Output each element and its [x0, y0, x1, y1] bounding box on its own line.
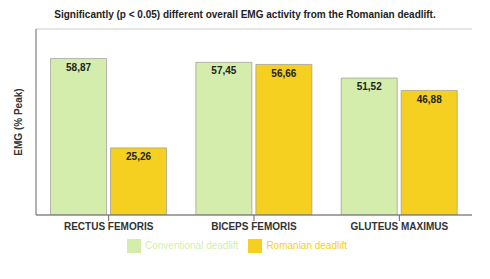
svg-text:56,66: 56,66: [271, 68, 296, 79]
svg-text:RECTUS FEMORIS: RECTUS FEMORIS: [64, 221, 154, 232]
svg-text:46,88: 46,88: [417, 94, 442, 105]
svg-text:57,45: 57,45: [211, 65, 236, 76]
svg-text:GLUTEUS MAXIMUS: GLUTEUS MAXIMUS: [350, 221, 448, 232]
html-text:Romanian deadlift: Romanian deadlift: [266, 239, 347, 251]
svg-text:51,52: 51,52: [357, 81, 382, 92]
svg-text:BICEPS FEMORIS: BICEPS FEMORIS: [211, 221, 297, 232]
html-text:Conventional deadlift: Conventional deadlift: [145, 239, 239, 251]
svg-text:58,87: 58,87: [66, 62, 91, 73]
svg-text:EMG (% Peak): EMG (% Peak): [13, 88, 24, 155]
svg-text:25,26: 25,26: [126, 151, 151, 162]
html-text:Significantly (p < 0.05) diffe: Significantly (p < 0.05) different overa…: [54, 9, 436, 20]
